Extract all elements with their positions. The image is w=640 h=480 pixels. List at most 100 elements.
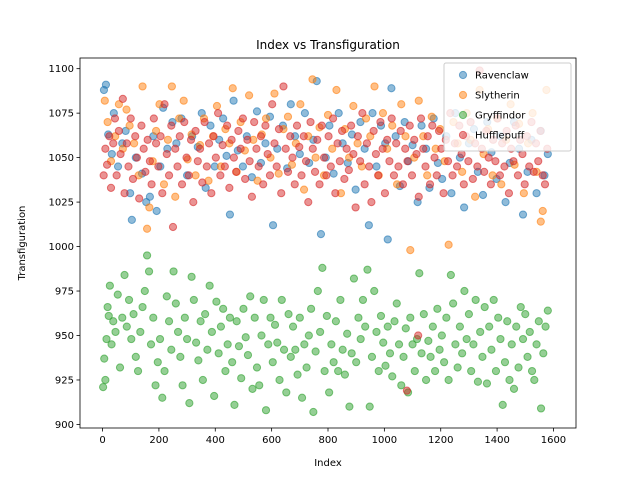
data-point <box>244 91 254 100</box>
data-point <box>392 139 401 148</box>
data-point <box>398 180 408 189</box>
data-point <box>401 324 410 333</box>
data-point <box>198 178 207 187</box>
data-point <box>128 174 138 184</box>
data-point <box>202 162 211 171</box>
y-tick-label: 1000 <box>49 242 74 253</box>
data-point <box>274 169 283 178</box>
data-point <box>337 126 347 136</box>
data-point <box>131 352 140 361</box>
data-point <box>295 313 304 322</box>
data-point <box>212 101 222 111</box>
data-point <box>407 171 417 180</box>
data-point <box>331 189 340 198</box>
data-point <box>232 167 241 176</box>
data-point <box>124 162 133 171</box>
data-point <box>462 334 471 344</box>
data-point <box>275 375 284 385</box>
data-point <box>434 126 444 136</box>
data-point <box>504 189 514 198</box>
y-tick-label: 975 <box>55 287 74 298</box>
data-point <box>370 286 379 296</box>
data-point <box>264 340 273 349</box>
data-point <box>259 180 268 189</box>
data-point <box>319 153 329 162</box>
data-point <box>297 393 307 402</box>
data-point <box>405 121 414 130</box>
data-point <box>491 157 500 166</box>
data-point <box>198 375 207 385</box>
data-point <box>326 162 335 171</box>
data-point <box>328 114 338 123</box>
data-point <box>532 189 541 198</box>
data-point <box>451 340 460 349</box>
data-point <box>390 317 399 326</box>
data-point <box>282 388 291 397</box>
data-point <box>100 354 109 363</box>
data-point <box>387 84 396 93</box>
data-point <box>428 322 437 331</box>
data-point <box>458 349 467 358</box>
data-point <box>334 366 343 376</box>
data-point <box>414 192 423 201</box>
data-point <box>380 189 390 198</box>
data-point <box>471 295 480 305</box>
data-point <box>167 82 176 91</box>
data-point <box>518 149 527 159</box>
data-point <box>189 197 198 207</box>
chart-title: Index vs Transfiguration <box>256 38 400 52</box>
data-point <box>153 358 162 367</box>
data-point <box>430 153 439 162</box>
data-point <box>228 84 237 93</box>
data-point <box>361 322 370 331</box>
data-point <box>523 352 532 361</box>
data-point <box>496 334 505 344</box>
data-point <box>283 112 293 121</box>
data-point <box>467 366 476 376</box>
data-point <box>268 358 277 367</box>
data-point <box>530 375 539 385</box>
data-point <box>180 117 189 127</box>
data-point <box>414 96 423 105</box>
data-point <box>247 192 257 201</box>
data-point <box>442 313 451 322</box>
data-point <box>204 139 214 148</box>
data-point <box>372 327 381 337</box>
data-point <box>505 375 514 385</box>
data-point <box>425 180 435 189</box>
data-point <box>256 132 266 141</box>
data-point <box>107 340 116 349</box>
data-point <box>205 281 214 290</box>
data-point <box>362 139 371 148</box>
y-tick-label: 925 <box>55 375 74 386</box>
data-point <box>185 399 194 408</box>
data-point <box>245 157 254 166</box>
data-point <box>347 121 356 130</box>
data-point <box>309 407 318 417</box>
data-point <box>104 311 113 321</box>
data-point <box>241 174 250 184</box>
data-point <box>471 192 480 201</box>
data-point <box>122 322 131 331</box>
data-point <box>536 217 545 226</box>
axes-layer: 0 200 400 600 800 1000 1200 1400 1600 900 925 950 97… <box>49 57 577 446</box>
data-point <box>452 162 462 171</box>
data-point <box>243 135 252 144</box>
data-point <box>464 157 473 166</box>
data-point <box>424 336 433 345</box>
data-point <box>532 340 541 349</box>
data-point <box>501 197 510 207</box>
data-point <box>194 356 203 365</box>
data-point <box>147 180 156 189</box>
legend-label: Slytherin <box>475 91 520 102</box>
data-point <box>99 382 108 392</box>
data-point <box>368 109 377 118</box>
data-point <box>129 310 138 319</box>
data-point <box>302 363 311 372</box>
data-point <box>103 302 112 312</box>
data-point <box>216 322 226 331</box>
data-point <box>453 363 462 372</box>
data-point <box>482 379 492 388</box>
data-point <box>168 222 178 232</box>
data-point <box>219 114 228 123</box>
